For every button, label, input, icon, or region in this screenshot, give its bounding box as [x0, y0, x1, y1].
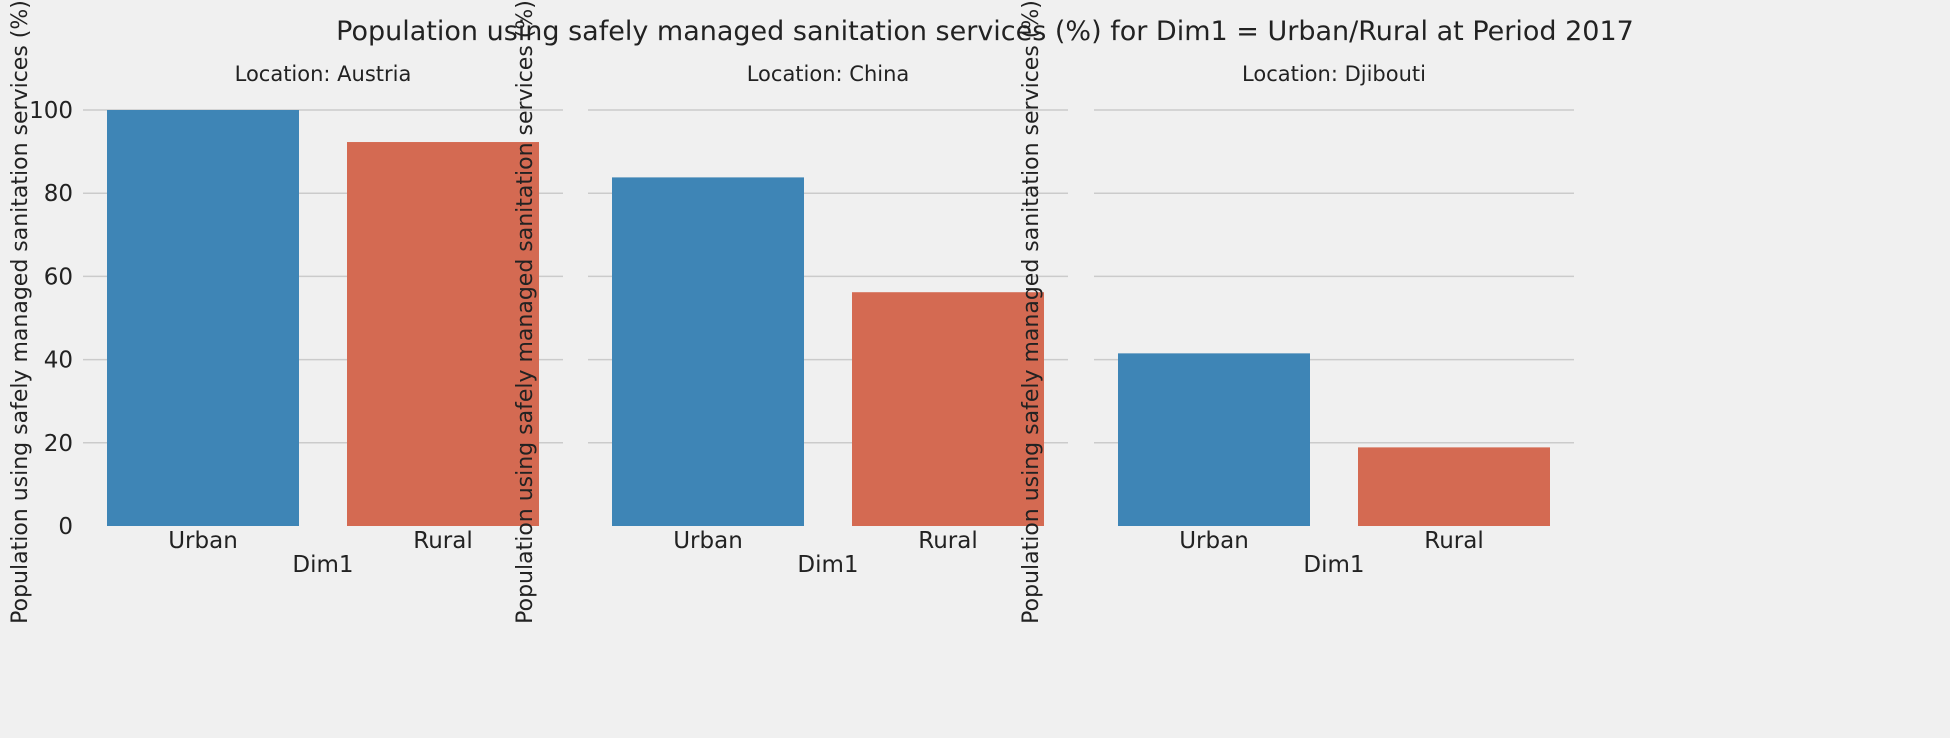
y-tick-label: 40	[44, 348, 73, 374]
x-tick-label: Rural	[918, 528, 977, 554]
panel-title: Location: China	[747, 62, 910, 86]
bar-rural	[347, 142, 539, 527]
y-axis-label: Population using safely managed sanitati…	[8, 0, 33, 624]
bar-urban	[612, 177, 804, 526]
x-tick-label: Urban	[673, 528, 743, 554]
x-tick-label: Urban	[1179, 528, 1249, 554]
y-tick-label: 60	[44, 264, 73, 290]
y-tick-label: 100	[29, 98, 73, 124]
bar-rural	[1358, 447, 1550, 526]
x-axis-label: Dim1	[797, 552, 858, 578]
x-tick-label: Rural	[413, 528, 472, 554]
bar-urban	[1118, 353, 1310, 526]
panel-title: Location: Austria	[235, 62, 412, 86]
x-axis-label: Dim1	[292, 552, 353, 578]
chart-title: Population using safely managed sanitati…	[336, 16, 1634, 47]
bar-urban	[107, 110, 299, 526]
panel-title: Location: Djibouti	[1242, 62, 1426, 86]
x-tick-label: Urban	[168, 528, 238, 554]
x-tick-label: Rural	[1424, 528, 1483, 554]
y-axis-label: Population using safely managed sanitati…	[1019, 0, 1044, 624]
bar-rural	[852, 292, 1044, 526]
y-tick-label: 80	[44, 181, 73, 207]
y-tick-label: 0	[58, 514, 73, 540]
y-tick-label: 20	[44, 431, 73, 457]
y-axis-label: Population using safely managed sanitati…	[513, 0, 538, 624]
x-axis-label: Dim1	[1303, 552, 1364, 578]
